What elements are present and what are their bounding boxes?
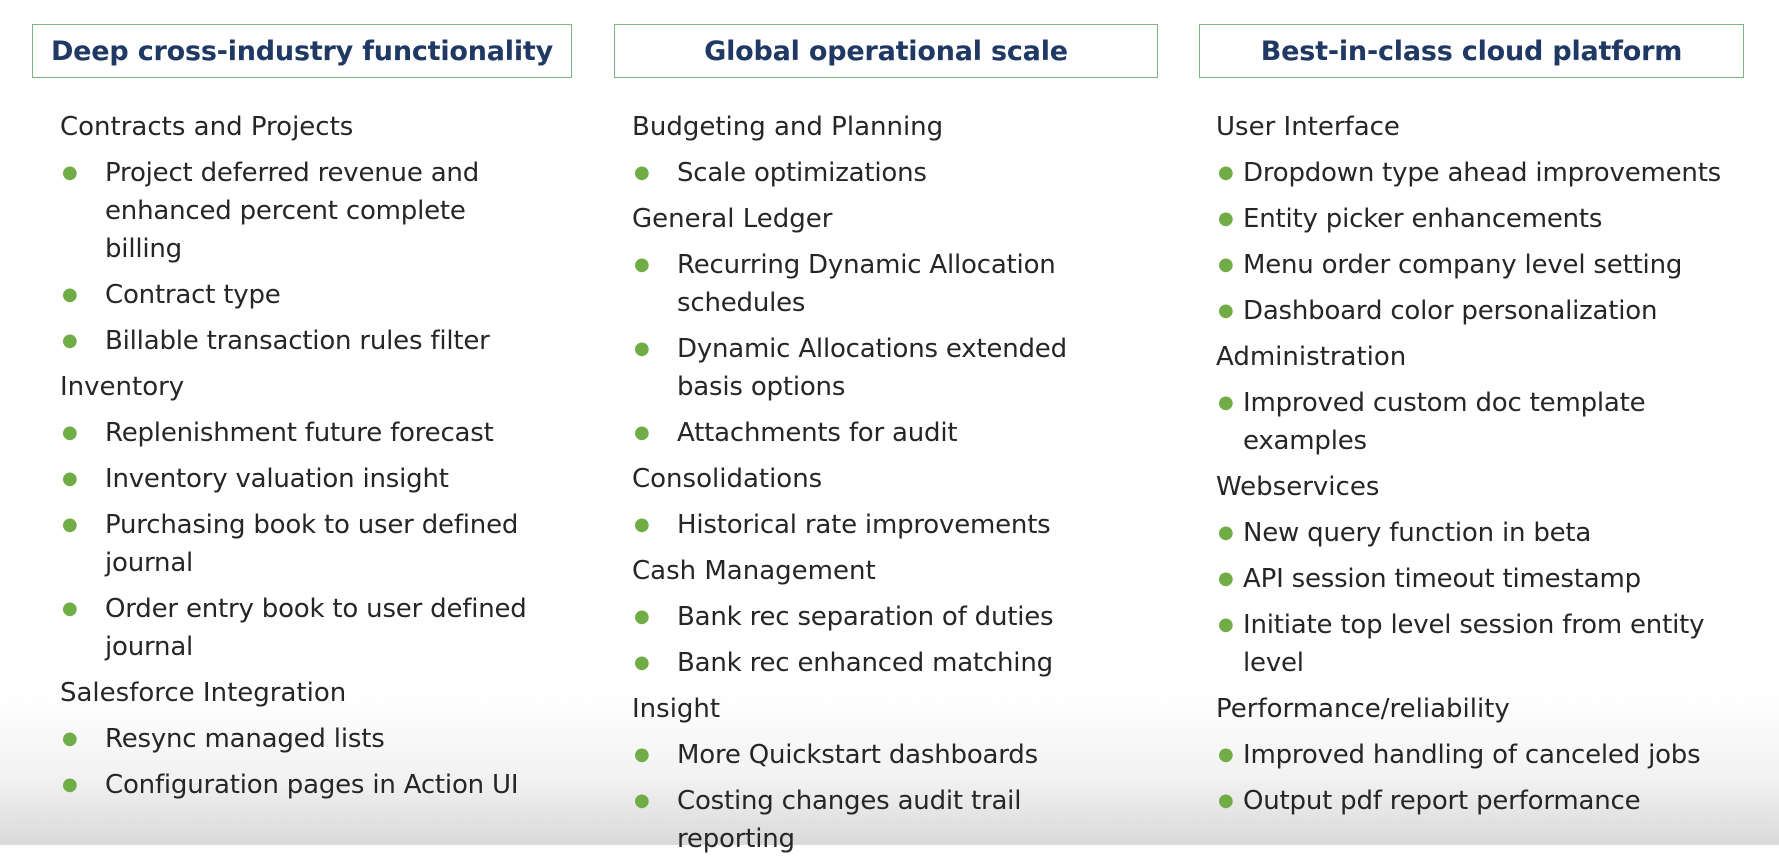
bullet-icon: ● <box>1218 254 1234 275</box>
list-item: ● Entity picker enhancements <box>1216 200 1756 238</box>
section-title: Cash Management <box>632 556 876 586</box>
list-item: ● Inventory valuation insight <box>60 460 540 498</box>
list-item: ● Contract type <box>60 276 540 314</box>
list-item: ● API session timeout timestamp <box>1216 560 1756 598</box>
bullet-list: ● New query function in beta ● API session… <box>1216 514 1756 682</box>
column-header: Best-in-class cloud platform <box>1199 24 1744 78</box>
column-body: User Interface ● Dropdown type ahead impr… <box>1216 108 1756 828</box>
bullet-icon: ● <box>634 338 650 359</box>
list-item: ● Order entry book to user defined journa… <box>60 590 540 666</box>
list-item: ● Dropdown type ahead improvements <box>1216 154 1756 192</box>
bullet-icon: ● <box>62 774 78 795</box>
bullet-icon: ● <box>62 330 78 351</box>
list-item: ● Improved custom doc template examples <box>1216 384 1756 460</box>
bullet-icon: ● <box>634 790 650 811</box>
bullet-list: ● Project deferred revenue and enhanced p… <box>60 154 540 360</box>
bullet-icon: ● <box>634 162 650 183</box>
bullet-icon: ● <box>1218 744 1234 765</box>
section-title: Inventory <box>60 372 185 402</box>
bullet-list: ● Dropdown type ahead improvements ● Entit… <box>1216 154 1756 330</box>
section-title: Contracts and Projects <box>60 112 354 142</box>
bullet-list: ● More Quickstart dashboards ● Costing cha… <box>632 736 1112 858</box>
bullet-icon: ● <box>62 284 78 305</box>
section-title: Consolidations <box>632 464 823 494</box>
section-title: User Interface <box>1216 112 1400 142</box>
column-body: Contracts and Projects ● Project deferred… <box>60 108 540 812</box>
list-item: ● Project deferred revenue and enhanced p… <box>60 154 540 268</box>
bullet-icon: ● <box>1218 300 1234 321</box>
list-item: ● Billable transaction rules filter <box>60 322 540 360</box>
list-item: ● Recurring Dynamic Allocation schedules <box>632 246 1112 322</box>
bullet-icon: ● <box>634 422 650 443</box>
bullet-icon: ● <box>634 514 650 535</box>
bullet-icon: ● <box>62 162 78 183</box>
bullet-icon: ● <box>1218 392 1234 413</box>
column-header: Deep cross-industry functionality <box>32 24 572 78</box>
bullet-list: ● Replenishment future forecast ● Inventor… <box>60 414 540 666</box>
list-item: ● Bank rec enhanced matching <box>632 644 1112 682</box>
list-item: ● More Quickstart dashboards <box>632 736 1112 774</box>
bullet-icon: ● <box>1218 790 1234 811</box>
bullet-icon: ● <box>634 606 650 627</box>
section-title: Salesforce Integration <box>60 678 347 708</box>
list-item: ● Improved handling of canceled jobs <box>1216 736 1756 774</box>
list-item: ● Dashboard color personalization <box>1216 292 1756 330</box>
bullet-icon: ● <box>62 598 78 619</box>
list-item: ● Configuration pages in Action UI <box>60 766 540 804</box>
section-title: Performance/reliability <box>1216 694 1510 724</box>
list-item: ● Costing changes audit trail reporting <box>632 782 1112 858</box>
bullet-list: ● Recurring Dynamic Allocation schedules … <box>632 246 1112 452</box>
bullet-list: ● Improved custom doc template examples <box>1216 384 1756 460</box>
bullet-icon: ● <box>1218 614 1234 635</box>
list-item: ● Dynamic Allocations extended basis opti… <box>632 330 1112 406</box>
list-item: ● Bank rec separation of duties <box>632 598 1112 636</box>
list-item: ● Attachments for audit <box>632 414 1112 452</box>
list-item: ● New query function in beta <box>1216 514 1756 552</box>
bullet-list: ● Resync managed lists ● Configuration pag… <box>60 720 540 804</box>
bullet-icon: ● <box>1218 162 1234 183</box>
list-item: ● Menu order company level setting <box>1216 246 1756 284</box>
bullet-list: ● Historical rate improvements <box>632 506 1112 544</box>
section-title: Administration <box>1216 342 1407 372</box>
list-item: ● Scale optimizations <box>632 154 1112 192</box>
bullet-icon: ● <box>62 514 78 535</box>
bullet-icon: ● <box>62 728 78 749</box>
list-item: ● Initiate top level session from entity … <box>1216 606 1756 682</box>
bullet-icon: ● <box>62 422 78 443</box>
section-title: General Ledger <box>632 204 833 234</box>
bullet-icon: ● <box>1218 568 1234 589</box>
bullet-icon: ● <box>634 254 650 275</box>
list-item: ● Replenishment future forecast <box>60 414 540 452</box>
bullet-icon: ● <box>634 744 650 765</box>
bullet-list: ● Bank rec separation of duties ● Bank rec… <box>632 598 1112 682</box>
bullet-icon: ● <box>1218 208 1234 229</box>
section-title: Budgeting and Planning <box>632 112 944 142</box>
bullet-list: ● Improved handling of canceled jobs ● Out… <box>1216 736 1756 820</box>
list-item: ● Resync managed lists <box>60 720 540 758</box>
section-title: Webservices <box>1216 472 1380 502</box>
bullet-icon: ● <box>1218 522 1234 543</box>
list-item: ● Output pdf report performance <box>1216 782 1756 820</box>
list-item: ● Historical rate improvements <box>632 506 1112 544</box>
bullet-icon: ● <box>62 468 78 489</box>
bullet-list: ● Scale optimizations <box>632 154 1112 192</box>
list-item: ● Purchasing book to user defined journal <box>60 506 540 582</box>
section-title: Insight <box>632 694 721 724</box>
column-body: Budgeting and Planning ● Scale optimizati… <box>632 108 1112 866</box>
column-header: Global operational scale <box>614 24 1158 78</box>
bullet-icon: ● <box>634 652 650 673</box>
